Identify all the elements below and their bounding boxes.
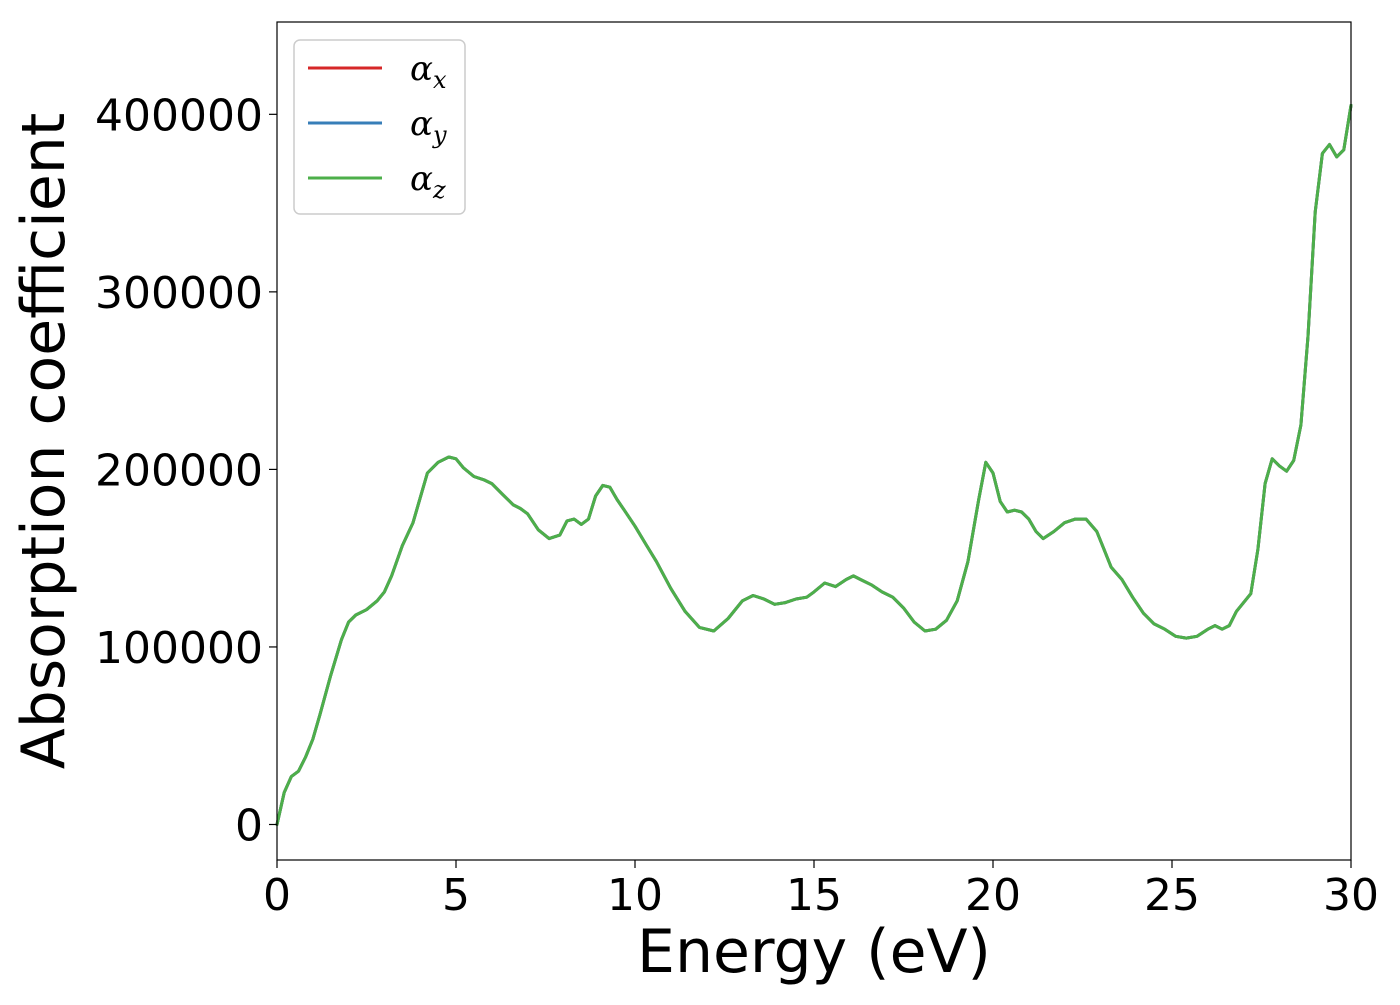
x-tick-label: 5: [442, 870, 470, 921]
legend-label: αz: [410, 159, 446, 204]
x-tick-label: 25: [1144, 870, 1200, 921]
legend: αx αy αz: [293, 39, 466, 215]
y-tick-label: 100000: [95, 623, 263, 674]
y-tick-label: 200000: [95, 445, 263, 496]
legend-label: αy: [410, 104, 447, 149]
x-tick-label: 30: [1323, 870, 1379, 921]
series-layer: [275, 103, 1353, 826]
x-tick-label: 15: [786, 870, 842, 921]
y-tick-label: 300000: [95, 268, 263, 319]
y-axis-title: Absorption coefficient: [9, 113, 79, 770]
legend-box: [293, 39, 466, 215]
x-axis-title: Energy (eV): [637, 917, 991, 987]
series-line-3: [275, 103, 1353, 826]
tick-layer: 0 5 10 15 20 25 30 0 100000 200000 300000 400000: [95, 90, 1379, 921]
x-tick-label: 0: [263, 870, 291, 921]
x-tick-label: 10: [607, 870, 663, 921]
y-tick-label: 0: [235, 800, 263, 851]
y-tick-label: 400000: [95, 90, 263, 141]
x-tick-label: 20: [965, 870, 1021, 921]
legend-label: αx: [410, 49, 447, 94]
